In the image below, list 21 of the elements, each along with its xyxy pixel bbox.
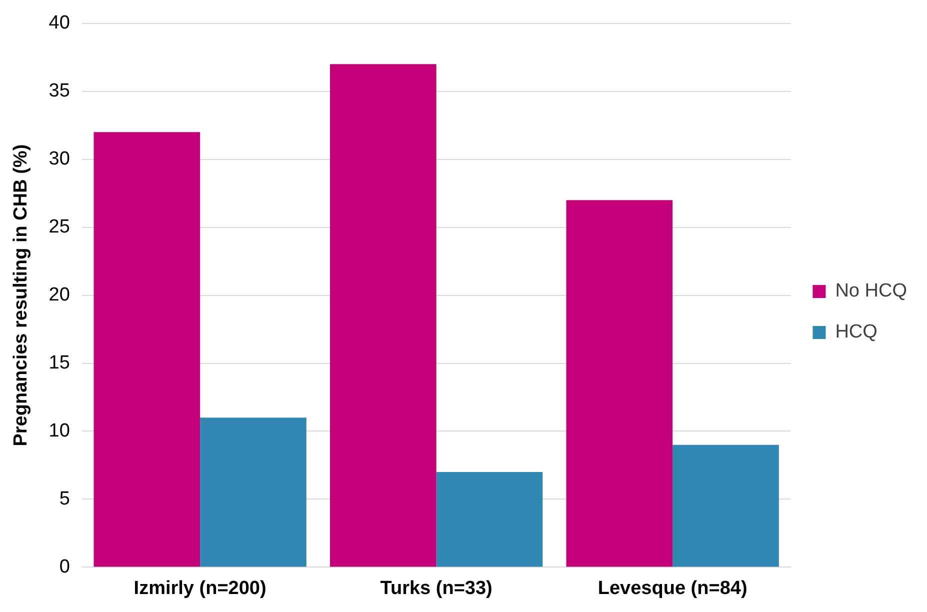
legend-label: No HCQ (835, 280, 908, 302)
bar (672, 444, 779, 567)
bar (94, 132, 200, 567)
y-tick-label: 30 (48, 148, 70, 170)
y-tick-label: 15 (48, 352, 70, 374)
x-tick-label: Levesque (n=84) (598, 578, 748, 599)
x-tick-label: Izmirly (n=200) (134, 578, 266, 599)
bar (566, 200, 673, 567)
y-tick-label: 25 (48, 216, 70, 238)
legend-label: HCQ (835, 322, 878, 343)
bar (330, 64, 436, 567)
bar (200, 418, 306, 567)
y-tick-label: 0 (59, 556, 70, 578)
x-tick-label: Turks (n=33) (380, 578, 492, 599)
y-tick-label: 10 (48, 420, 70, 442)
y-tick-label: 40 (48, 12, 70, 34)
y-tick-label: 20 (48, 284, 70, 306)
bar (436, 472, 543, 567)
y-axis-title: Pregnancies resulting in CHB (%) (10, 144, 32, 446)
y-tick-label: 35 (48, 80, 70, 102)
y-tick-label: 5 (59, 488, 70, 510)
